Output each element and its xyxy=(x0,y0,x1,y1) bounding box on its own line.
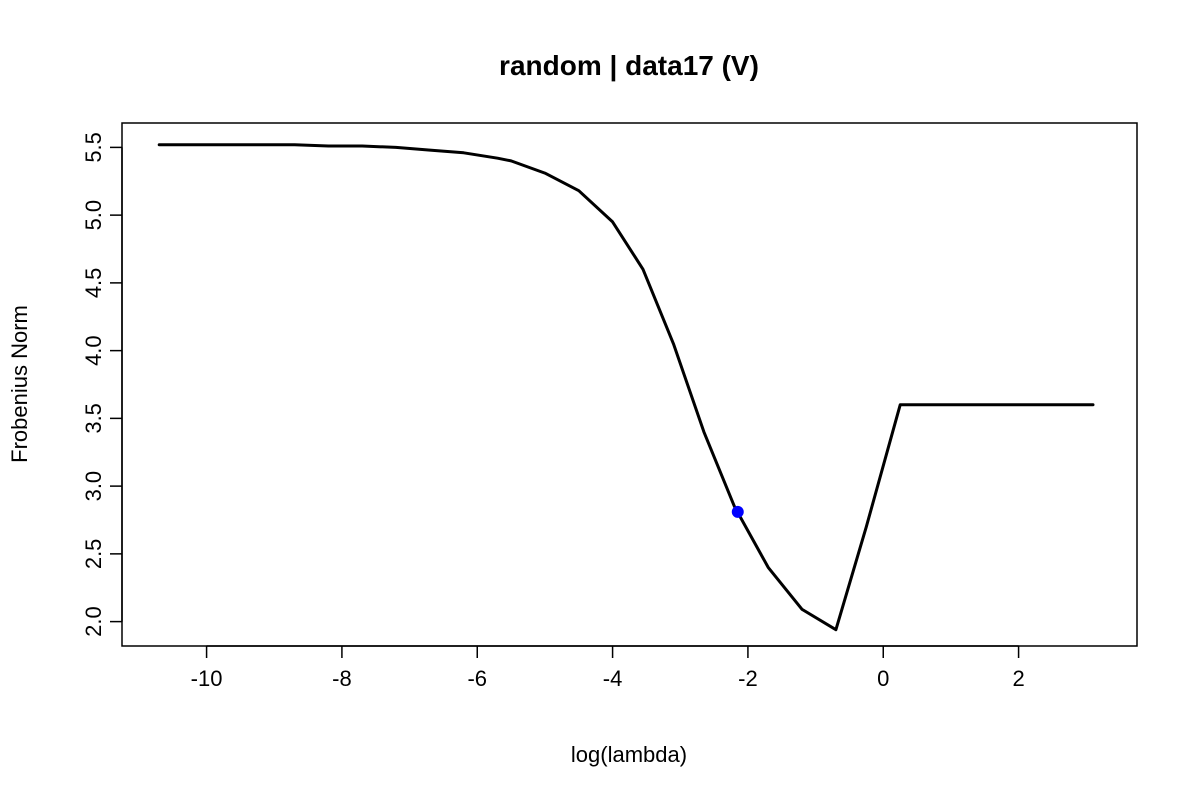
y-tick-label: 3.0 xyxy=(81,471,106,502)
y-axis: 2.0 2.5 3.0 3.5 4.0 4.5 5.0 5.5 xyxy=(81,132,123,637)
series-layer xyxy=(157,143,1095,632)
y-axis-label: Frobenius Norm xyxy=(7,305,32,463)
x-tick-label: -8 xyxy=(332,666,352,691)
x-tick-label: -10 xyxy=(191,666,223,691)
x-tick-label: -2 xyxy=(738,666,758,691)
x-tick-label: -4 xyxy=(603,666,623,691)
chart-title: random | data17 (V) xyxy=(499,50,759,81)
x-tick-label: 0 xyxy=(877,666,889,691)
series-line xyxy=(157,143,1095,632)
y-tick-label: 2.5 xyxy=(81,539,106,570)
y-tick-label: 4.0 xyxy=(81,335,106,366)
x-tick-label: 2 xyxy=(1012,666,1024,691)
highlight-point xyxy=(731,505,744,518)
x-axis: -10 -8 -6 -4 -2 0 2 xyxy=(191,645,1025,691)
y-tick-label: 4.5 xyxy=(81,268,106,299)
plot-frame xyxy=(121,122,1138,647)
y-tick-label: 5.0 xyxy=(81,200,106,231)
x-axis-label: log(lambda) xyxy=(571,742,687,767)
y-tick-label: 3.5 xyxy=(81,403,106,434)
x-tick-label: -6 xyxy=(467,666,487,691)
y-tick-label: 2.0 xyxy=(81,606,106,637)
y-tick-label: 5.5 xyxy=(81,132,106,163)
